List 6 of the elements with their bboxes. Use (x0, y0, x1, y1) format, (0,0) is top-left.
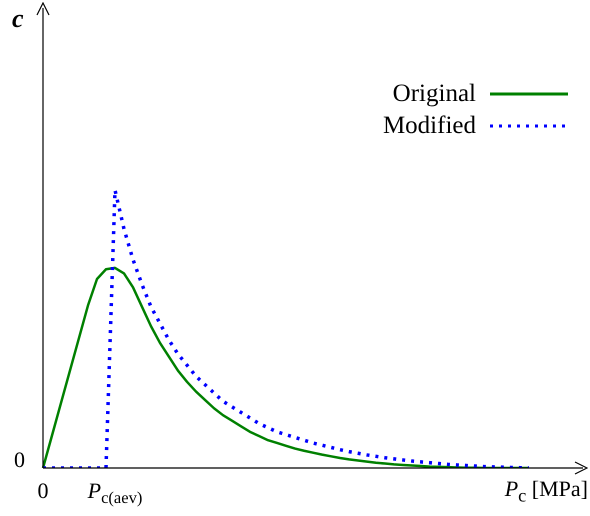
x-axis-title: P$_{c}$ [MPa] (504, 476, 588, 506)
text: c (12, 4, 24, 34)
legend-label: Modified (382, 112, 476, 140)
legend-label: Original (392, 80, 476, 108)
text: 0 (14, 447, 25, 473)
x-tick-label: P$_{c(aev)}$ (86, 478, 142, 507)
